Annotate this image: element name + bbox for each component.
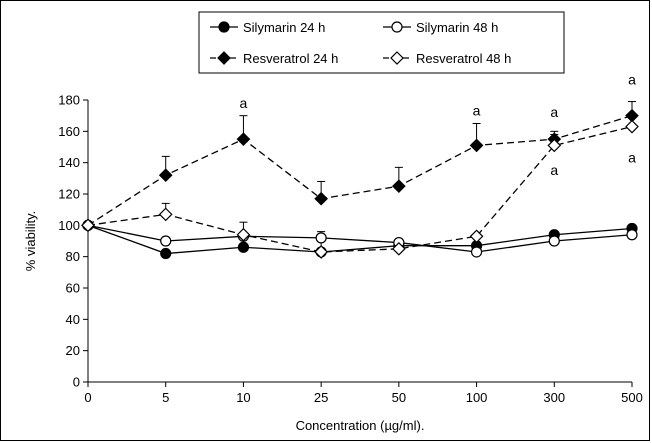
- legend-entry: Resveratrol 24 h: [243, 51, 338, 66]
- x-tick-label: 10: [236, 390, 250, 405]
- series-line: [87, 224, 633, 253]
- legend-entry: Silymarin 24 h: [243, 20, 325, 35]
- legend-marker: [218, 21, 230, 33]
- data-point: [237, 241, 250, 253]
- legend-entry: Silymarin 48 h: [416, 20, 498, 35]
- x-tick-label: 5: [162, 390, 169, 405]
- y-tick-label: 40: [66, 312, 80, 327]
- data-point: [469, 138, 484, 153]
- significance-label: a: [628, 71, 636, 87]
- data-point: [548, 235, 560, 247]
- significance-label: a: [240, 95, 248, 111]
- data-point: [81, 218, 95, 233]
- data-point: [314, 191, 328, 206]
- data-point: [626, 229, 638, 241]
- legend-marker: [391, 21, 403, 33]
- series-line: [87, 115, 633, 226]
- significance-label: a: [628, 150, 636, 166]
- x-tick-label: 300: [543, 390, 565, 405]
- significance-label: a: [550, 104, 558, 120]
- x-tick-label: 500: [621, 390, 643, 405]
- data-point: [392, 179, 406, 194]
- y-tick-label: 140: [58, 155, 80, 170]
- data-point: [160, 247, 172, 260]
- y-axis-label: % viability.: [23, 211, 38, 271]
- series-line: [87, 224, 633, 255]
- x-tick-label: 100: [466, 390, 488, 405]
- x-tick-label: 25: [314, 390, 328, 405]
- y-tick-label: 120: [58, 187, 80, 202]
- significance-label: a: [550, 162, 558, 178]
- x-tick-label: 50: [392, 390, 406, 405]
- x-tick-label: 0: [84, 390, 91, 405]
- legend-marker: [390, 51, 404, 65]
- legend-entry: Resveratrol 48 h: [416, 51, 511, 66]
- legend-box: [198, 11, 565, 74]
- y-tick-label: 0: [73, 375, 80, 390]
- series-line: [87, 126, 633, 253]
- data-point: [236, 132, 251, 147]
- y-tick-label: 100: [58, 218, 80, 233]
- data-point: [470, 246, 483, 258]
- legend-marker: [217, 51, 231, 65]
- data-point: [625, 119, 639, 134]
- data-point: [160, 235, 172, 247]
- data-point: [547, 138, 562, 153]
- y-tick-label: 80: [66, 249, 80, 264]
- data-point: [158, 207, 173, 222]
- y-tick-label: 160: [58, 124, 80, 139]
- data-point: [392, 241, 406, 256]
- data-point: [469, 229, 484, 244]
- data-point: [314, 245, 328, 259]
- significance-label: a: [473, 103, 481, 119]
- data-point: [236, 227, 251, 242]
- data-point: [158, 168, 173, 183]
- y-tick-label: 180: [58, 93, 80, 108]
- data-point: [315, 232, 327, 244]
- x-axis-label: Concentration (µg/ml).: [296, 418, 425, 433]
- y-tick-label: 60: [66, 281, 80, 296]
- y-tick-label: 20: [66, 343, 80, 358]
